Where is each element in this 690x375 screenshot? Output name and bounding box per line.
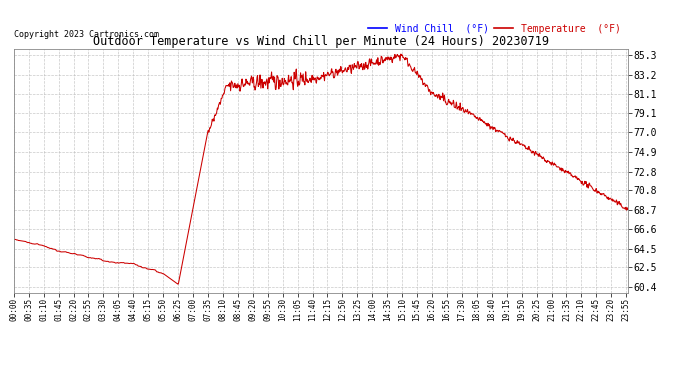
Text: Copyright 2023 Cartronics.com: Copyright 2023 Cartronics.com [14,30,159,39]
Title: Outdoor Temperature vs Wind Chill per Minute (24 Hours) 20230719: Outdoor Temperature vs Wind Chill per Mi… [93,34,549,48]
Legend: Wind Chill  (°F), Temperature  (°F): Wind Chill (°F), Temperature (°F) [366,22,623,36]
